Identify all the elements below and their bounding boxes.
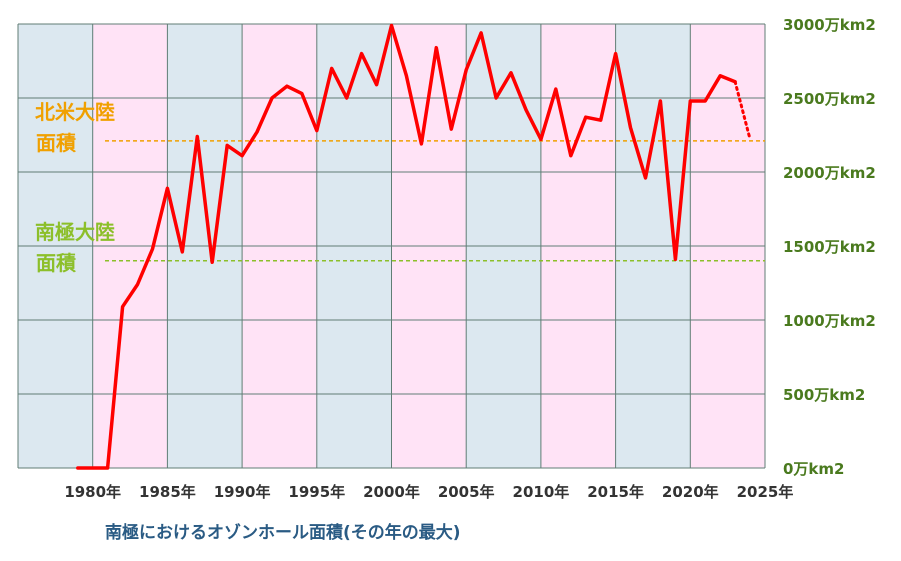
y-tick-label: 1500万km2 [783, 238, 876, 256]
y-tick-label: 3000万km2 [783, 16, 876, 34]
y-tick-label: 2000万km2 [783, 164, 876, 182]
reference-label: 南極大陸 [35, 220, 115, 244]
y-tick-label: 500万km2 [783, 386, 865, 404]
forecast-series-line [733, 80, 752, 141]
y-tick-label: 2500万km2 [783, 90, 876, 108]
y-tick-label: 0万km2 [783, 460, 844, 478]
x-tick-label: 2015年 [587, 483, 644, 501]
x-tick-label: 2005年 [438, 483, 495, 501]
y-tick-labels: 0万km2 500万km2 1000万km2 1500万km2 2000万km2 2500… [783, 16, 876, 478]
x-tick-label: 2010年 [513, 483, 570, 501]
reference-label: 北米大陸 [35, 100, 115, 124]
reference-label: 面積 [36, 251, 77, 275]
x-tick-label: 2000年 [363, 483, 420, 501]
x-tick-label: 1995年 [288, 483, 345, 501]
chart-title: 南極におけるオゾンホール面積(その年の最大) [105, 522, 461, 543]
grid-lines [17, 23, 766, 469]
y-tick-label: 1000万km2 [783, 312, 876, 330]
x-tick-label: 1990年 [214, 483, 271, 501]
reference-lines [105, 140, 765, 262]
x-tick-label: 2020年 [662, 483, 719, 501]
x-tick-label: 1985年 [139, 483, 196, 501]
reference-label: 面積 [36, 131, 77, 155]
x-tick-label: 2025年 [737, 483, 794, 501]
series-line [76, 23, 737, 470]
x-tick-labels: 1980年 1985年 1990年 1995年 2000年 2005年 2010年 2015年… [64, 483, 793, 501]
x-tick-label: 1980年 [64, 483, 121, 501]
data-series [76, 23, 752, 470]
